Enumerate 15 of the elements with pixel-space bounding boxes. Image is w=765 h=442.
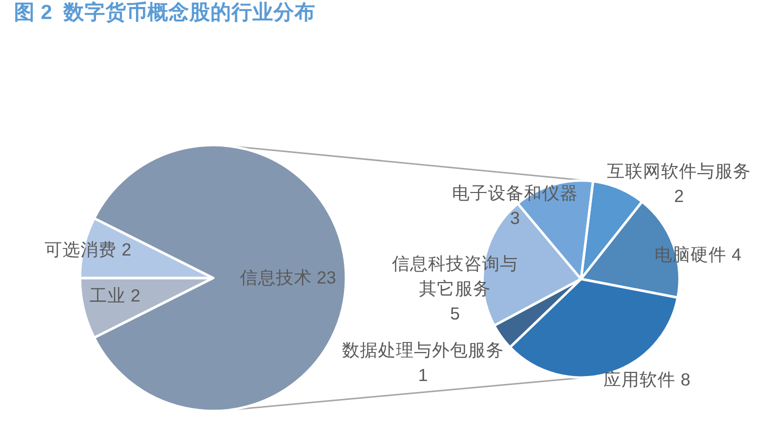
slice-label: 互联网软件与服务 <box>607 161 751 181</box>
slice-label: 应用软件 <box>604 370 676 390</box>
data-label: 5 <box>450 304 460 324</box>
data-label: 23 <box>316 268 336 288</box>
chart-title: 图 2 数字货币概念股的行业分布 <box>14 1 316 25</box>
data-label: 2 <box>674 186 684 206</box>
slice-label: 信息技术 <box>240 268 312 288</box>
data-label: 4 <box>732 244 742 264</box>
slice-label: 数据处理与外包服务 <box>342 340 504 360</box>
data-label: 1 <box>418 365 428 385</box>
slice-label: 工业 <box>90 286 126 306</box>
data-label: 2 <box>122 240 132 260</box>
data-label: 2 <box>130 286 140 306</box>
data-label: 3 <box>510 208 520 228</box>
data-label: 8 <box>680 370 690 390</box>
